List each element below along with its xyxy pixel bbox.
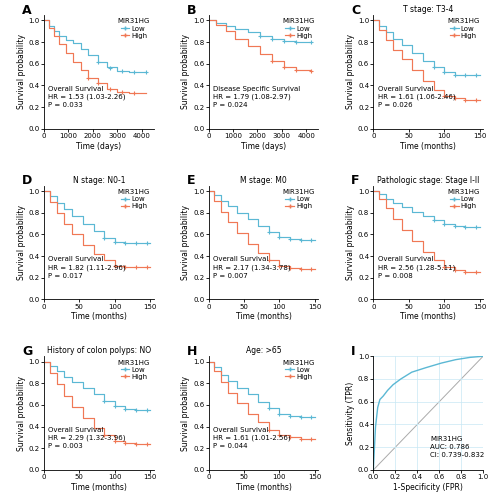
Text: G: G (22, 345, 32, 358)
Text: MIR31HG
AUC: 0.786
CI: 0.739-0.832: MIR31HG AUC: 0.786 CI: 0.739-0.832 (430, 436, 485, 458)
Y-axis label: Survival probability: Survival probability (17, 205, 26, 280)
Legend: Low, High: Low, High (117, 358, 152, 381)
X-axis label: Time (months): Time (months) (400, 142, 456, 150)
Text: Overall Survival
HR = 1.61 (1.01-2.56)
P = 0.044: Overall Survival HR = 1.61 (1.01-2.56) P… (213, 427, 291, 450)
Text: I: I (351, 345, 356, 358)
X-axis label: Time (months): Time (months) (71, 483, 127, 492)
Y-axis label: Survival probability: Survival probability (182, 205, 190, 280)
Text: E: E (187, 174, 195, 187)
Legend: Low, High: Low, High (281, 17, 316, 40)
Text: H: H (187, 345, 197, 358)
X-axis label: Time (months): Time (months) (71, 312, 127, 322)
Title: History of colon polyps: NO: History of colon polyps: NO (47, 346, 151, 356)
Text: F: F (351, 174, 360, 187)
X-axis label: Time (days): Time (days) (241, 142, 286, 150)
Text: B: B (187, 4, 196, 16)
Y-axis label: Survival probability: Survival probability (346, 205, 355, 280)
Title: M stage: M0: M stage: M0 (240, 176, 287, 185)
Legend: Low, High: Low, High (446, 188, 481, 210)
X-axis label: 1-Specificity (FPR): 1-Specificity (FPR) (393, 483, 463, 492)
X-axis label: Time (months): Time (months) (236, 312, 291, 322)
X-axis label: Time (months): Time (months) (400, 312, 456, 322)
Y-axis label: Sensitivity (TPR): Sensitivity (TPR) (346, 382, 355, 444)
Y-axis label: Survival probability: Survival probability (182, 34, 190, 110)
Legend: Low, High: Low, High (117, 17, 152, 40)
Legend: Low, High: Low, High (281, 188, 316, 210)
Text: Overall Survival
HR = 1.53 (1.03-2.26)
P = 0.033: Overall Survival HR = 1.53 (1.03-2.26) P… (48, 86, 126, 108)
Y-axis label: Survival probability: Survival probability (17, 34, 26, 110)
Y-axis label: Survival probability: Survival probability (17, 376, 26, 450)
Title: N stage: N0-1: N stage: N0-1 (73, 176, 125, 185)
Text: Overall Survival
HR = 2.56 (1.28-5.11)
P = 0.008: Overall Survival HR = 2.56 (1.28-5.11) P… (378, 256, 455, 278)
Text: Overall Survival
HR = 2.17 (1.34-3.78)
P = 0.007: Overall Survival HR = 2.17 (1.34-3.78) P… (213, 256, 291, 278)
Title: Pathologic stage: Stage I-II: Pathologic stage: Stage I-II (377, 176, 479, 185)
Text: A: A (22, 4, 32, 16)
X-axis label: Time (days): Time (days) (76, 142, 122, 150)
X-axis label: Time (months): Time (months) (236, 483, 291, 492)
Legend: Low, High: Low, High (281, 358, 316, 381)
Text: Overall Survival
HR = 1.61 (1.06-2.46)
P = 0.026: Overall Survival HR = 1.61 (1.06-2.46) P… (378, 86, 455, 108)
Text: D: D (22, 174, 32, 187)
Text: Disease Specific Survival
HR = 1.79 (1.08-2.97)
P = 0.024: Disease Specific Survival HR = 1.79 (1.0… (213, 86, 300, 108)
Text: Overall Survival
HR = 1.82 (1.11-2.96)
P = 0.017: Overall Survival HR = 1.82 (1.11-2.96) P… (48, 256, 126, 278)
Text: Overall Survival
HR = 2.29 (1.32-3.96)
P = 0.003: Overall Survival HR = 2.29 (1.32-3.96) P… (48, 427, 126, 450)
Legend: Low, High: Low, High (117, 188, 152, 210)
Title: Age: >65: Age: >65 (245, 346, 282, 356)
Legend: Low, High: Low, High (446, 17, 481, 40)
Title: T stage: T3-4: T stage: T3-4 (403, 5, 453, 14)
Y-axis label: Survival probability: Survival probability (346, 34, 355, 110)
Y-axis label: Survival probability: Survival probability (182, 376, 190, 450)
Text: C: C (351, 4, 361, 16)
